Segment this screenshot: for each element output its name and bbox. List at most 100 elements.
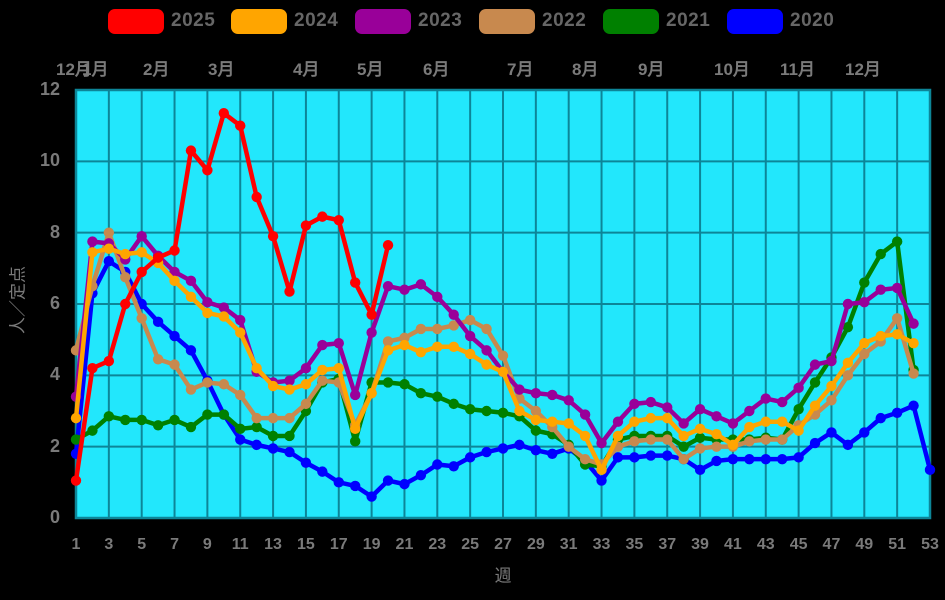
legend-label: 2024 — [294, 10, 339, 31]
data-point-2023-w51 — [891, 282, 903, 294]
data-point-2024-w40 — [711, 428, 722, 440]
data-point-2023-w7 — [169, 266, 180, 278]
data-point-2024-w8 — [185, 291, 197, 303]
data-point-2024-w52 — [908, 338, 919, 349]
x-tick-label: 13 — [264, 536, 282, 553]
x-tick-label: 15 — [297, 536, 315, 553]
data-point-2020-w51 — [891, 407, 903, 418]
data-point-2022-w16 — [317, 375, 328, 386]
legend-swatch-2024 — [231, 8, 287, 34]
month-label: 4月 — [293, 60, 320, 79]
data-point-2025-w16 — [317, 211, 328, 222]
data-point-2023-w34 — [612, 416, 624, 427]
data-point-2022-w10 — [218, 379, 230, 390]
x-tick-label: 21 — [395, 536, 414, 553]
legend-item-2022: 2022 — [479, 8, 586, 34]
data-point-2022-w6 — [152, 354, 164, 365]
data-point-2020-w52 — [908, 400, 919, 411]
data-point-2022-w40 — [711, 441, 722, 452]
data-point-2023-w45 — [793, 382, 804, 394]
data-point-2023-w39 — [694, 404, 706, 415]
data-point-2020-w24 — [448, 461, 459, 472]
data-point-2020-w12 — [251, 439, 262, 451]
data-point-2024-w31 — [563, 418, 574, 429]
data-point-2021-w14 — [284, 430, 295, 442]
x-tick-label: 43 — [756, 536, 775, 553]
data-point-2022-w9 — [202, 377, 213, 388]
data-point-2023-w23 — [432, 291, 443, 303]
data-point-2021-w13 — [267, 430, 279, 442]
data-point-2024-w1 — [70, 412, 82, 424]
data-point-2024-w24 — [448, 341, 459, 352]
data-point-2024-w33 — [596, 464, 607, 476]
data-point-2022-w48 — [842, 370, 854, 381]
data-point-2023-w14 — [284, 375, 295, 386]
y-tick-label: 6 — [49, 293, 60, 313]
y-axis-title: 人／定点 — [8, 266, 28, 334]
data-point-2024-w50 — [875, 330, 886, 342]
x-tick-label: 45 — [789, 536, 808, 553]
data-point-2024-w25 — [464, 348, 476, 360]
data-point-2020-w6 — [152, 316, 164, 328]
data-point-2022-w3 — [103, 227, 115, 238]
data-point-2023-w32 — [579, 409, 591, 420]
data-point-2024-w23 — [432, 341, 443, 352]
data-point-2020-w8 — [185, 345, 197, 356]
data-point-2023-w2 — [87, 236, 98, 247]
legend-item-2021: 2021 — [603, 8, 710, 34]
data-point-2022-w44 — [776, 434, 788, 445]
month-label: 8月 — [572, 60, 599, 79]
data-point-2022-w37 — [662, 434, 673, 445]
data-point-2023-w40 — [711, 411, 722, 422]
data-point-2023-w52 — [908, 318, 919, 329]
data-point-2024-w51 — [891, 329, 903, 340]
data-point-2022-w27 — [497, 350, 509, 361]
month-label: 9月 — [638, 60, 665, 79]
data-point-2025-w14 — [284, 286, 295, 297]
data-point-2024-w9 — [202, 307, 213, 319]
legend-item-2024: 2024 — [231, 8, 338, 34]
data-point-2022-w49 — [859, 348, 870, 360]
data-point-2020-w13 — [267, 443, 279, 454]
data-point-2021-w6 — [152, 420, 164, 431]
data-point-2020-w19 — [366, 491, 377, 502]
data-point-2024-w2 — [87, 247, 98, 258]
data-point-2024-w15 — [300, 379, 312, 390]
x-tick-label: 19 — [362, 536, 381, 553]
data-point-2021-w2 — [87, 425, 98, 436]
data-point-2022-w22 — [415, 323, 427, 335]
data-point-2021-w20 — [382, 377, 394, 388]
month-label: 6月 — [423, 60, 450, 79]
data-point-2024-w5 — [136, 247, 147, 258]
data-point-2022-w47 — [826, 395, 837, 406]
data-point-2023-w26 — [481, 345, 492, 356]
data-point-2020-w23 — [432, 459, 443, 470]
data-point-2022-w29 — [530, 405, 542, 417]
data-point-2020-w3 — [103, 256, 115, 267]
data-point-2024-w20 — [382, 345, 394, 356]
data-point-2021-w46 — [809, 377, 821, 388]
x-tick-label: 51 — [888, 536, 907, 553]
data-point-2020-w28 — [514, 439, 525, 451]
legend-swatch-2022 — [479, 8, 535, 34]
data-point-2022-w11 — [235, 389, 246, 401]
data-point-2021-w48 — [842, 321, 854, 333]
data-point-2021-w12 — [251, 421, 262, 433]
data-point-2021-w25 — [464, 404, 476, 415]
legend-label: 2023 — [418, 10, 463, 31]
data-point-2022-w32 — [579, 453, 591, 465]
data-point-2023-w28 — [514, 384, 525, 395]
data-point-2025-w5 — [136, 266, 147, 278]
data-point-2020-w53 — [924, 464, 936, 476]
data-point-2023-w29 — [530, 387, 542, 399]
data-point-2021-w8 — [185, 421, 197, 433]
data-point-2021-w23 — [432, 391, 443, 402]
data-point-2020-w15 — [300, 457, 312, 468]
data-point-2020-w45 — [793, 452, 804, 463]
data-point-2021-w24 — [448, 398, 459, 410]
data-point-2022-w12 — [251, 412, 262, 424]
data-point-2020-w39 — [694, 464, 706, 476]
y-tick-label: 8 — [49, 221, 60, 242]
data-point-2023-w41 — [727, 418, 739, 429]
data-point-2020-w35 — [629, 452, 640, 463]
